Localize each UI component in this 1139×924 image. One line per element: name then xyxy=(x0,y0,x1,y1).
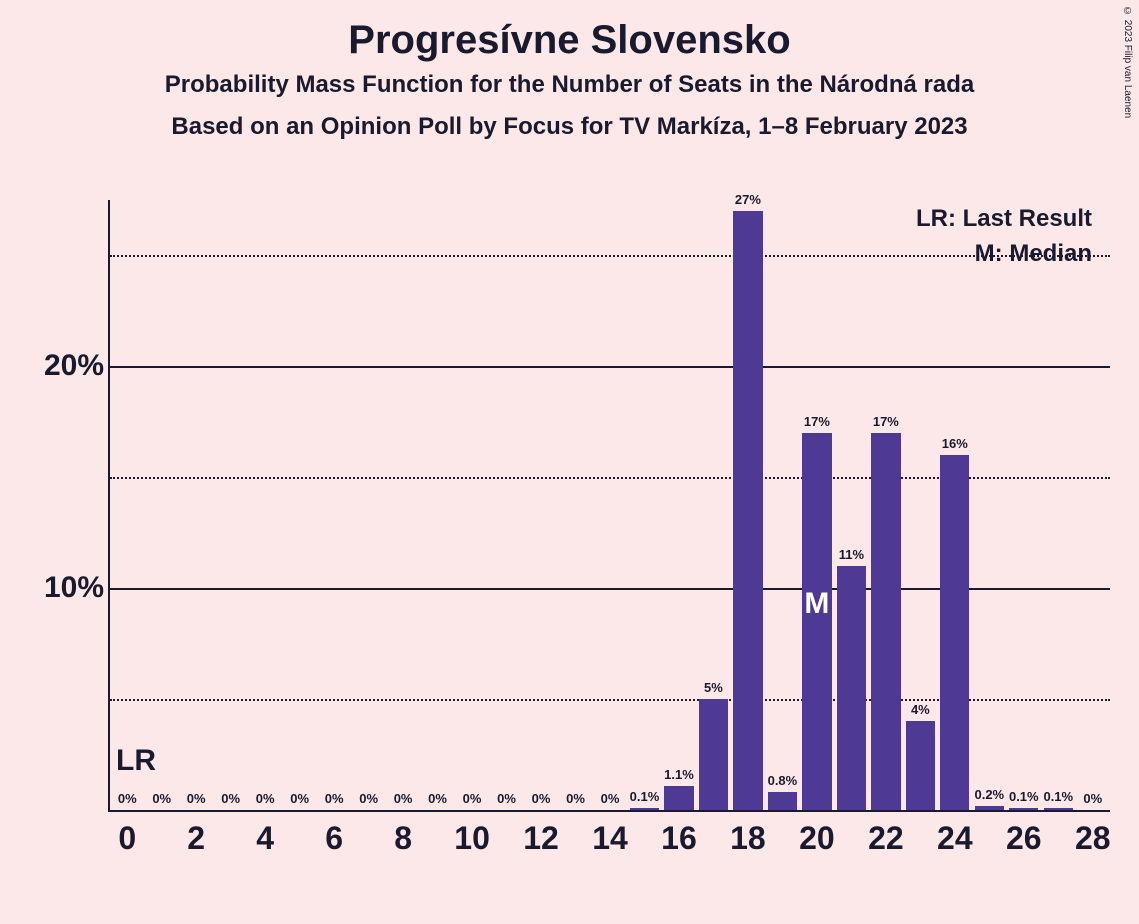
chart-subtitle2: Based on an Opinion Poll by Focus for TV… xyxy=(0,113,1139,141)
bar-label: 0% xyxy=(532,791,551,806)
m-marker: M xyxy=(804,587,829,621)
x-tick-label: 20 xyxy=(799,820,835,857)
x-tick-label: 10 xyxy=(454,820,490,857)
bar-label: 0% xyxy=(394,791,413,806)
x-tick-label: 26 xyxy=(1006,820,1042,857)
y-axis xyxy=(108,200,110,812)
x-tick-label: 12 xyxy=(523,820,559,857)
gridline-minor xyxy=(110,255,1110,257)
bar xyxy=(1044,808,1073,810)
bar-label: 0% xyxy=(359,791,378,806)
bar-label: 1.1% xyxy=(664,767,694,782)
bar-label: 17% xyxy=(804,414,830,429)
bar-label: 0% xyxy=(221,791,240,806)
bar xyxy=(940,455,969,810)
plot-region: 10%20%02468101214161820222426280%0%0%0%0… xyxy=(110,200,1110,810)
bar xyxy=(871,433,900,810)
bar xyxy=(733,211,762,810)
chart-area: LR: Last Result M: Median 10%20%02468101… xyxy=(110,200,1110,810)
x-tick-label: 16 xyxy=(661,820,697,857)
bar-label: 0% xyxy=(463,791,482,806)
bar-label: 0.1% xyxy=(1043,789,1073,804)
bar-label: 5% xyxy=(704,680,723,695)
bar xyxy=(630,808,659,810)
bar-label: 0% xyxy=(566,791,585,806)
bar xyxy=(699,699,728,810)
bar xyxy=(837,566,866,810)
lr-marker: LR xyxy=(116,744,156,778)
y-tick-label: 10% xyxy=(44,571,104,605)
x-tick-label: 0 xyxy=(118,820,136,857)
bar-label: 0% xyxy=(497,791,516,806)
bar-label: 0% xyxy=(152,791,171,806)
bar-label: 0% xyxy=(256,791,275,806)
bar-label: 4% xyxy=(911,702,930,717)
bar-label: 0.2% xyxy=(974,787,1004,802)
x-axis xyxy=(110,810,1110,812)
bar-label: 0% xyxy=(325,791,344,806)
bar xyxy=(975,806,1004,810)
x-tick-label: 22 xyxy=(868,820,904,857)
bar-label: 17% xyxy=(873,414,899,429)
x-tick-label: 14 xyxy=(592,820,628,857)
bar xyxy=(1009,808,1038,810)
x-tick-label: 4 xyxy=(256,820,274,857)
x-tick-label: 18 xyxy=(730,820,766,857)
y-tick-label: 20% xyxy=(44,349,104,383)
bar xyxy=(906,721,935,810)
bar-label: 0.8% xyxy=(768,773,798,788)
bar-label: 0% xyxy=(601,791,620,806)
x-tick-label: 28 xyxy=(1075,820,1111,857)
bar-label: 11% xyxy=(839,547,864,562)
chart-subtitle: Probability Mass Function for the Number… xyxy=(0,71,1139,99)
bar-label: 0% xyxy=(118,791,137,806)
bar-label: 27% xyxy=(735,192,761,207)
gridline xyxy=(110,366,1110,368)
bar-label: 0% xyxy=(187,791,206,806)
bar-label: 0% xyxy=(428,791,447,806)
x-tick-label: 6 xyxy=(325,820,343,857)
bar-label: 0% xyxy=(1083,791,1102,806)
x-tick-label: 2 xyxy=(187,820,205,857)
bar-label: 16% xyxy=(942,436,968,451)
bar xyxy=(664,786,693,810)
x-tick-label: 24 xyxy=(937,820,973,857)
bar xyxy=(768,792,797,810)
chart-title: Progresívne Slovensko xyxy=(0,0,1139,63)
bar-label: 0.1% xyxy=(630,789,660,804)
bar-label: 0.1% xyxy=(1009,789,1039,804)
copyright-text: © 2023 Filip van Laenen xyxy=(1122,6,1133,118)
x-tick-label: 8 xyxy=(394,820,412,857)
bar-label: 0% xyxy=(290,791,309,806)
